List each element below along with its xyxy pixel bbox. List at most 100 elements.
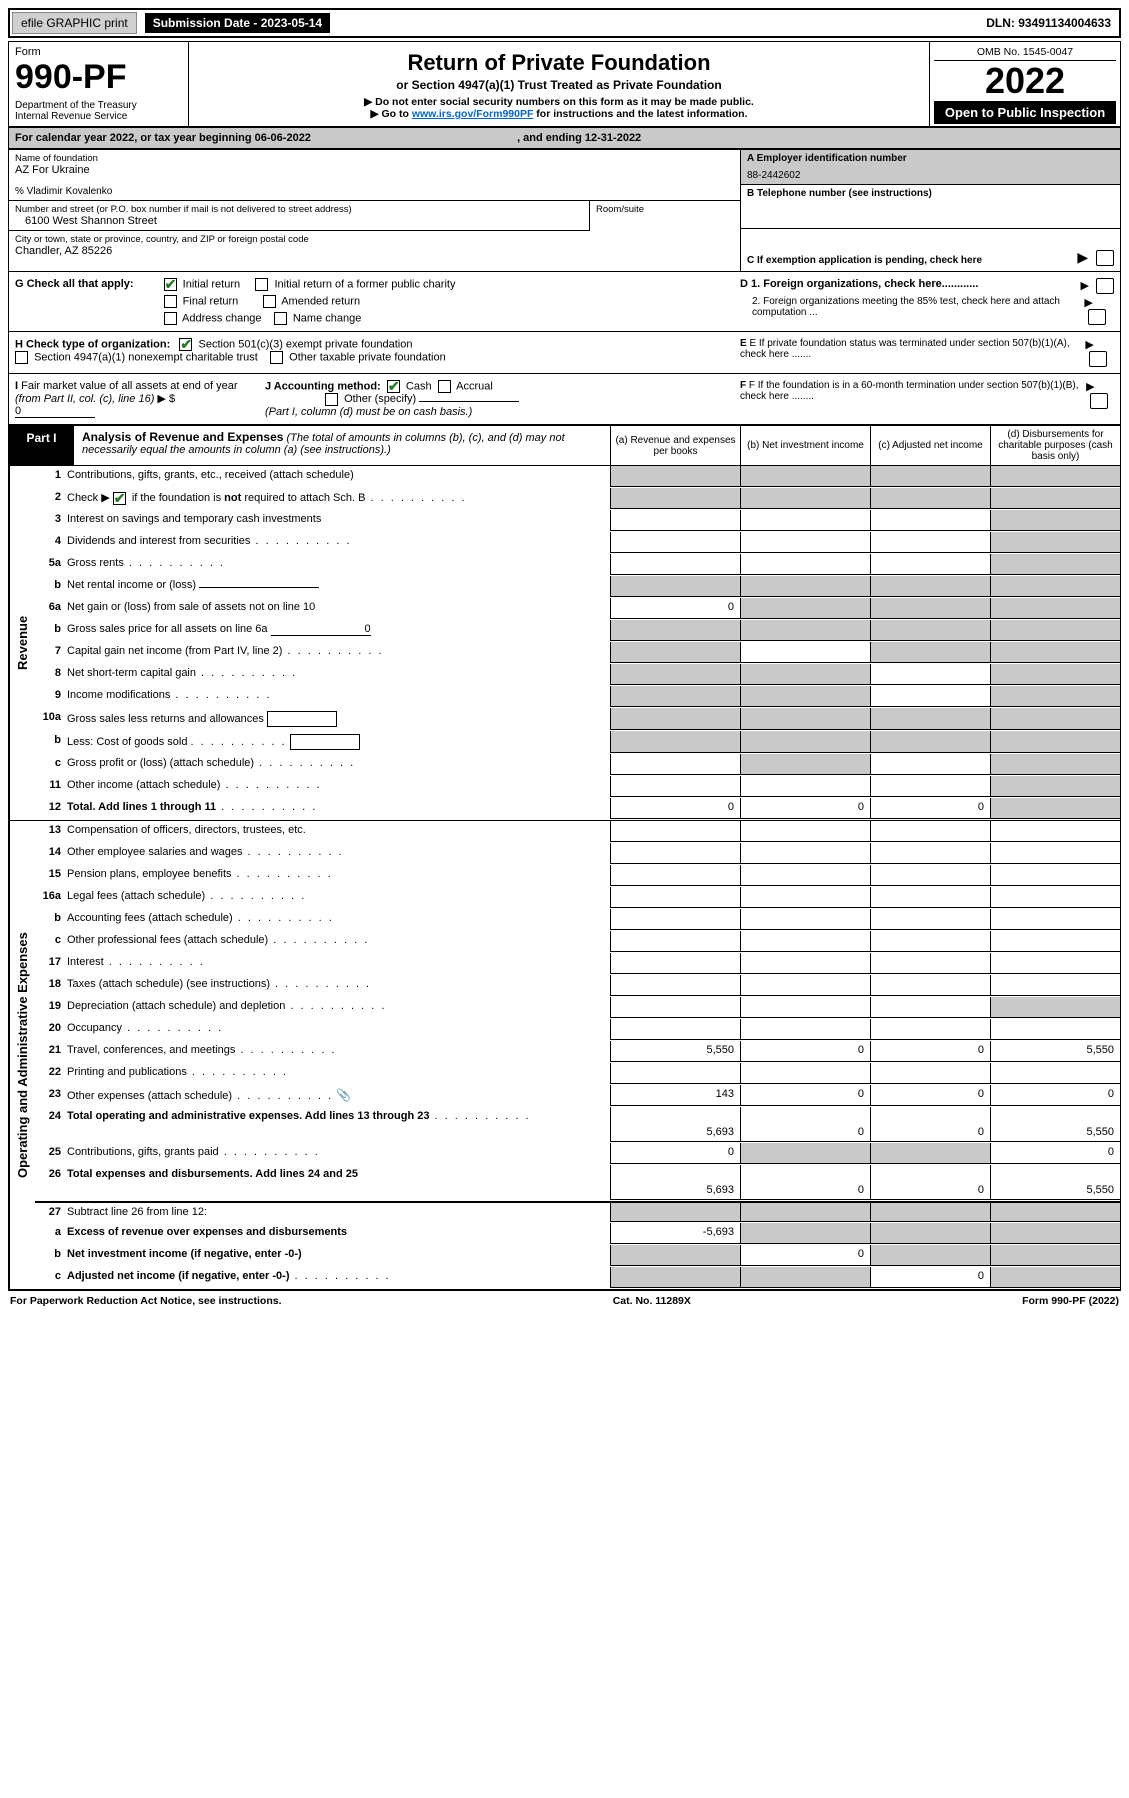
address-change-label: Address change [182,312,262,324]
form-number: 990-PF [15,60,182,94]
g-label: G Check all that apply: [15,278,134,325]
line-15: Pension plans, employee benefits [63,865,610,886]
checkbox-initial-return[interactable] [164,278,177,291]
name-label: Name of foundation [15,153,734,164]
expenses-section: Operating and Administrative Expenses 13… [8,821,1121,1291]
part1-label: Part I [9,426,74,465]
checkbox-other-taxable[interactable] [270,351,283,364]
line-5a: Gross rents [63,554,610,575]
dln-label: DLN: 93491134004633 [986,16,1117,30]
header-left: Form 990-PF Department of the Treasury I… [9,42,189,126]
val-23-c: 0 [870,1085,990,1106]
val-21-c: 0 [870,1041,990,1062]
line-20: Occupancy [63,1019,610,1040]
name-cell: Name of foundation AZ For Ukraine % Vlad… [9,150,740,201]
accrual-label: Accrual [456,380,493,392]
col-c-header: (c) Adjusted net income [870,426,990,465]
header-line2-pre: ▶ Go to [371,108,412,120]
part1-header: Part I Analysis of Revenue and Expenses … [8,424,1121,466]
val-12-c: 0 [870,798,990,819]
val-26-d: 5,550 [990,1165,1120,1200]
cal-year-end: 12-31-2022 [585,132,641,144]
line-3: Interest on savings and temporary cash i… [63,510,610,531]
checkbox-address-change[interactable] [164,312,177,325]
efile-button[interactable]: efile GRAPHIC print [12,12,137,34]
line-7: Capital gain net income (from Part IV, l… [63,642,610,663]
checkbox-d2[interactable] [1088,309,1106,325]
cal-year-prefix: For calendar year 2022, or tax year begi… [15,132,255,144]
line-10b: Less: Cost of goods sold [63,731,610,753]
val-12-b: 0 [740,798,870,819]
line-27: Subtract line 26 from line 12: [63,1203,610,1222]
phone-label: B Telephone number (see instructions) [747,188,1114,199]
val-23-d: 0 [990,1085,1120,1106]
checkbox-name-change[interactable] [274,312,287,325]
col-d-header: (d) Disbursements for charitable purpose… [990,426,1120,465]
line-5b: Net rental income or (loss) [63,576,610,597]
phone-cell: B Telephone number (see instructions) [741,185,1120,229]
line-21: Travel, conferences, and meetings [63,1041,610,1062]
line-16a: Legal fees (attach schedule) [63,887,610,908]
line-6a: Net gain or (loss) from sale of assets n… [63,598,610,619]
form-subtitle: or Section 4947(a)(1) Trust Treated as P… [197,78,921,92]
form-title: Return of Private Foundation [197,50,921,76]
line-10a: Gross sales less returns and allowances [63,708,610,730]
form-header: Form 990-PF Department of the Treasury I… [8,41,1121,128]
val-24-c: 0 [870,1107,990,1142]
cal-year-begin: 06-06-2022 [255,132,311,144]
checkbox-accrual[interactable] [438,380,451,393]
header-center: Return of Private Foundation or Section … [189,42,930,126]
line-25: Contributions, gifts, grants paid [63,1143,610,1164]
ein-label: A Employer identification number [747,153,1114,164]
val-24-a: 5,693 [610,1107,740,1142]
omb-number: OMB No. 1545-0047 [934,44,1116,61]
dept-label: Department of the Treasury Internal Reve… [15,100,182,122]
form990pf-link[interactable]: www.irs.gov/Form990PF [412,108,534,120]
line-16c: Other professional fees (attach schedule… [63,931,610,952]
checkbox-other-method[interactable] [325,393,338,406]
line-27b: Net investment income (if negative, ente… [63,1245,610,1266]
attachment-icon[interactable]: 📎 [336,1088,351,1102]
cal-year-mid: , and ending [517,132,585,144]
footer-left: For Paperwork Reduction Act Notice, see … [10,1295,282,1307]
sec501-label: Section 501(c)(3) exempt private foundat… [198,338,412,350]
val-26-c: 0 [870,1165,990,1200]
checkbox-amended[interactable] [263,295,276,308]
checkbox-sch-b[interactable] [113,492,126,505]
submission-date-badge: Submission Date - 2023-05-14 [145,13,330,33]
checkbox-final-return[interactable] [164,295,177,308]
checkbox-c[interactable] [1096,250,1114,266]
j-note: (Part I, column (d) must be on cash basi… [265,406,472,418]
val-27a-a: -5,693 [610,1223,740,1244]
checkbox-e[interactable] [1089,351,1107,367]
initial-return-label: Initial return [183,278,240,290]
e-label: E If private foundation status was termi… [740,338,1070,360]
page-footer: For Paperwork Reduction Act Notice, see … [8,1291,1121,1311]
foundation-name: AZ For Ukraine [15,164,734,176]
col-b-header: (b) Net investment income [740,426,870,465]
other-taxable-label: Other taxable private foundation [289,351,446,363]
footer-right: Form 990-PF (2022) [1022,1295,1119,1307]
val-21-d: 5,550 [990,1041,1120,1062]
street-label: Number and street (or P.O. box number if… [15,204,583,215]
line-17: Interest [63,953,610,974]
arrow-icon: ▶ [1077,249,1114,266]
val-26-a: 5,693 [610,1165,740,1200]
line-2: Check ▶ if the foundation is not require… [63,488,610,509]
checkbox-cash[interactable] [387,380,400,393]
val-12-a: 0 [610,798,740,819]
checkbox-initial-former[interactable] [255,278,268,291]
col-a-header: (a) Revenue and expenses per books [610,426,740,465]
f-label: F If the foundation is in a 60-month ter… [740,380,1079,402]
d2-label: 2. Foreign organizations meeting the 85%… [740,296,1084,325]
checkbox-4947[interactable] [15,351,28,364]
id-section: Name of foundation AZ For Ukraine % Vlad… [8,150,1121,272]
checkbox-f[interactable] [1090,393,1108,409]
val-23-a: 143 [610,1085,740,1106]
val-21-a: 5,550 [610,1041,740,1062]
line-23: Other expenses (attach schedule) 📎 [63,1085,610,1106]
checkbox-d1[interactable] [1096,278,1114,294]
checkbox-501c3[interactable] [179,338,192,351]
open-to-public-badge: Open to Public Inspection [934,101,1116,124]
line-27a: Excess of revenue over expenses and disb… [63,1223,610,1244]
